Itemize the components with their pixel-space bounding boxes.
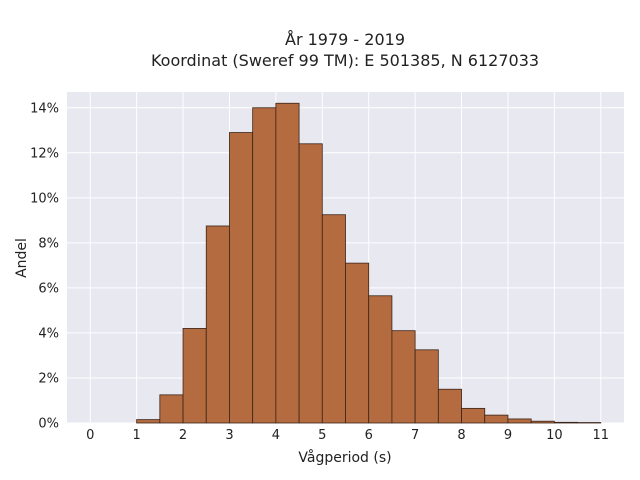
x-tick-label: 8 — [457, 428, 465, 443]
x-tick-label: 7 — [411, 428, 419, 443]
x-tick-label: 11 — [593, 428, 610, 443]
y-tick-label: 14% — [30, 101, 59, 116]
histogram-bar — [553, 421, 578, 424]
x-tick-label: 10 — [546, 428, 563, 443]
x-tick-label: 9 — [504, 428, 512, 443]
histogram-bar — [345, 262, 370, 424]
histogram-bar — [507, 418, 532, 424]
chart-title-line-1: År 1979 - 2019 — [285, 30, 405, 49]
histogram-bar — [252, 107, 277, 424]
histogram-bar — [159, 394, 184, 424]
y-tick-label: 10% — [30, 191, 59, 206]
x-tick-label: 0 — [86, 428, 94, 443]
histogram-bar — [530, 420, 555, 424]
x-tick-label: 5 — [318, 428, 326, 443]
histogram-bar — [298, 143, 323, 424]
x-tick-label: 2 — [179, 428, 187, 443]
histogram-bars — [136, 102, 602, 424]
y-tick-label: 6% — [38, 281, 59, 296]
y-tick-label: 4% — [38, 326, 59, 341]
histogram-bar — [484, 414, 509, 424]
histogram-bar — [414, 349, 439, 424]
x-tick-label: 4 — [272, 428, 280, 443]
histogram-bar — [437, 388, 462, 424]
histogram-bar — [136, 419, 161, 424]
histogram-bar — [461, 407, 486, 424]
x-axis-ticks: 0 1 2 3 4 5 6 7 8 9 10 11 — [86, 428, 609, 443]
y-axis-ticks: 0% 2% 4% 6% 8% 10% 12% 14% — [30, 101, 59, 431]
histogram-bar — [205, 225, 230, 424]
histogram-bar — [182, 328, 207, 424]
x-tick-label: 3 — [225, 428, 233, 443]
y-tick-label: 12% — [30, 146, 59, 161]
y-tick-label: 2% — [38, 371, 59, 386]
x-tick-label: 6 — [365, 428, 373, 443]
histogram-bar — [321, 214, 346, 424]
x-axis-label: Vågperiod (s) — [298, 449, 391, 466]
chart-title-line-2: Koordinat (Sweref 99 TM): E 501385, N 61… — [151, 51, 539, 70]
y-tick-label: 8% — [38, 236, 59, 251]
histogram-bar — [229, 132, 254, 424]
histogram-bar — [391, 330, 416, 424]
y-tick-label: 0% — [38, 417, 59, 432]
x-tick-label: 1 — [132, 428, 140, 443]
histogram-bar — [368, 295, 393, 424]
histogram-bar — [275, 102, 300, 424]
y-axis-label: Andel — [14, 238, 30, 278]
